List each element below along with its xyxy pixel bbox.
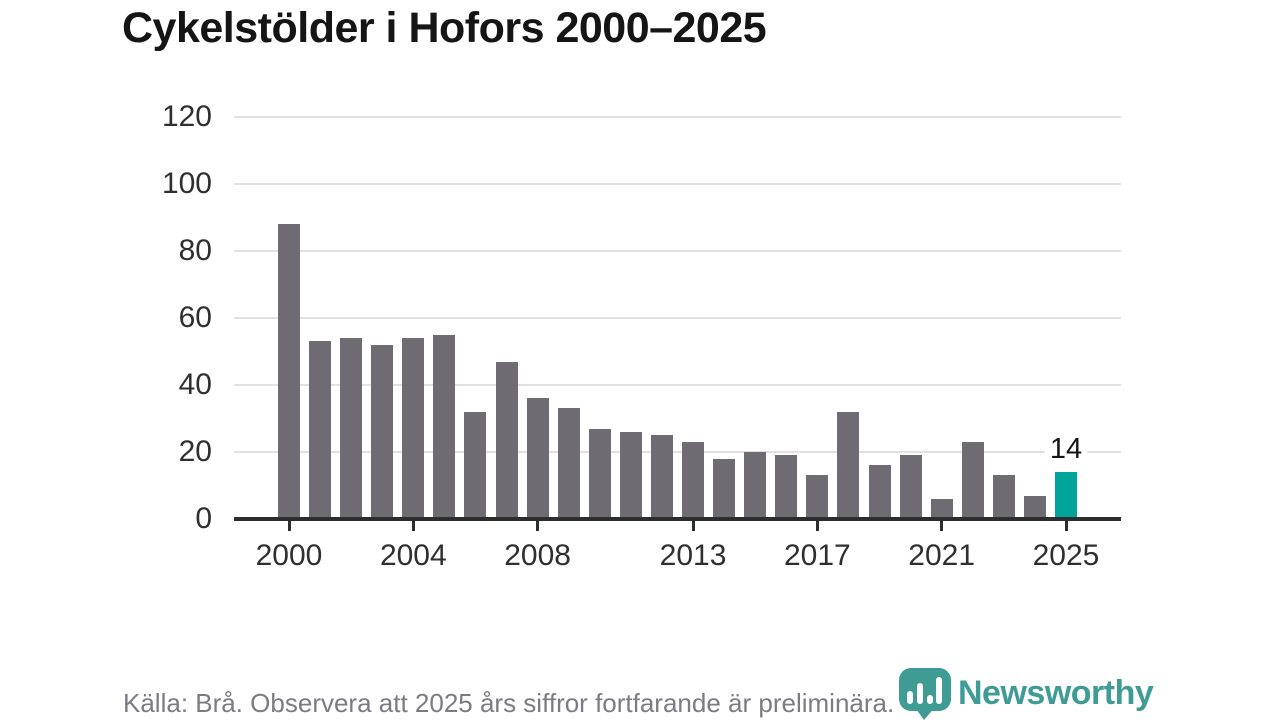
x-tick-2021 [940, 519, 944, 531]
x-tick-2017 [815, 519, 819, 531]
bar-2017 [806, 475, 829, 519]
y-tick-label-40: 40 [178, 368, 212, 401]
bar-2019 [868, 465, 891, 519]
y-tick-label-0: 0 [195, 502, 212, 535]
x-tick-label-2000: 2000 [255, 539, 323, 572]
gridline-80 [234, 250, 1121, 252]
bar-2023 [992, 475, 1015, 519]
newsworthy-wordmark: Newsworthy [958, 674, 1154, 712]
bar-2011 [619, 431, 642, 519]
bar-2015 [744, 452, 767, 519]
x-tick-label-2025: 2025 [1032, 539, 1100, 572]
bar-2009 [557, 408, 580, 519]
bar-2020 [899, 455, 922, 519]
bar-2012 [650, 435, 673, 519]
gridline-20 [234, 451, 1121, 453]
x-tick-2000 [287, 519, 291, 531]
bar-2003 [371, 344, 394, 519]
y-tick-label-80: 80 [178, 234, 212, 267]
gridline-100 [234, 183, 1121, 185]
gridline-120 [234, 116, 1121, 118]
y-tick-label-20: 20 [178, 435, 212, 468]
x-tick-2004 [411, 519, 415, 531]
chart-title: Cykelstölder i Hofors 2000–2025 [122, 4, 767, 52]
x-tick-label-2021: 2021 [908, 539, 976, 572]
x-tick-label-2013: 2013 [659, 539, 727, 572]
bar-2024 [1023, 495, 1046, 519]
gridline-60 [234, 317, 1121, 319]
gridline-40 [234, 384, 1121, 386]
bar-2025 [1055, 472, 1077, 519]
x-tick-2008 [536, 519, 540, 531]
bar-2001 [309, 341, 332, 519]
x-tick-label-2004: 2004 [379, 539, 447, 572]
source-note: Källa: Brå. Observera att 2025 års siffr… [123, 688, 895, 718]
y-tick-label-60: 60 [178, 301, 212, 334]
bar-2014 [713, 458, 736, 519]
bar-2022 [961, 441, 984, 519]
y-tick-label-120: 120 [161, 100, 212, 133]
bar-chart: 0 20 40 60 80 100 120 2000 2004 2008 2013 2017 2021 2… [162, 102, 1121, 572]
bar-2004 [402, 338, 425, 519]
bar-2010 [588, 428, 611, 519]
bar-2006 [464, 411, 487, 519]
x-tick-2013 [691, 519, 695, 531]
x-tick-2025 [1064, 519, 1068, 531]
x-tick-label-2017: 2017 [783, 539, 851, 572]
last-bar-value-label: 14 [1044, 433, 1088, 467]
bar-2000 [278, 224, 300, 519]
newsworthy-logo: Newsworthy [899, 668, 1154, 725]
x-tick-label-2008: 2008 [504, 539, 571, 572]
bar-2002 [340, 338, 363, 519]
bar-2018 [837, 411, 860, 519]
bar-2007 [495, 361, 518, 519]
bar-2016 [775, 455, 798, 519]
bar-2021 [930, 498, 953, 519]
bar-2013 [682, 441, 705, 519]
bar-chart-pin-icon [899, 668, 951, 725]
y-tick-label-100: 100 [161, 167, 212, 200]
bar-2008 [526, 398, 549, 519]
x-axis-line [234, 517, 1121, 521]
bar-2005 [433, 334, 456, 519]
